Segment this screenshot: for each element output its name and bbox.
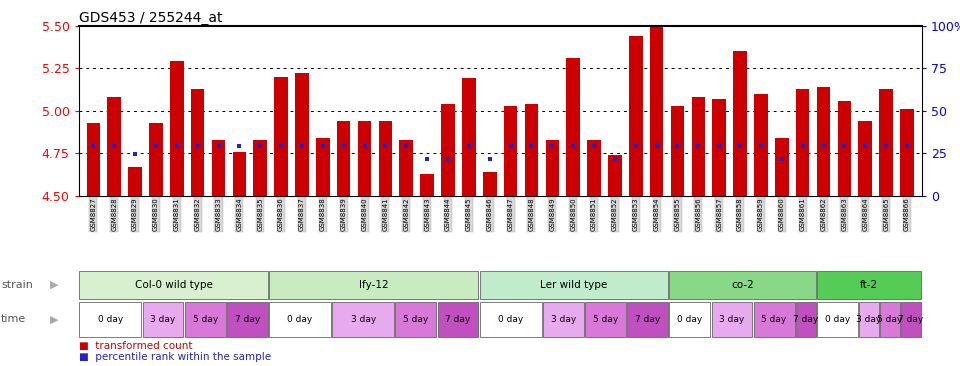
Text: 0 day: 0 day — [498, 315, 523, 324]
Bar — [858, 121, 872, 196]
Text: 7 day: 7 day — [899, 315, 924, 324]
Text: 3 day: 3 day — [350, 315, 375, 324]
Bar — [149, 123, 162, 196]
Bar — [358, 121, 372, 196]
Bar — [629, 36, 642, 196]
Bar — [399, 140, 413, 196]
Bar — [796, 302, 816, 337]
Bar — [143, 302, 183, 337]
Bar — [525, 104, 539, 196]
Bar — [838, 101, 852, 196]
Bar — [588, 140, 601, 196]
Text: ■  transformed count: ■ transformed count — [79, 341, 192, 351]
Bar — [669, 302, 710, 337]
Bar — [269, 270, 478, 299]
Text: time: time — [1, 314, 26, 324]
Bar — [480, 270, 668, 299]
Bar — [420, 174, 434, 196]
Bar — [480, 302, 541, 337]
Bar — [212, 140, 226, 196]
Text: 0 day: 0 day — [825, 315, 850, 324]
Bar — [80, 302, 141, 337]
Bar — [608, 155, 622, 196]
Bar — [650, 27, 663, 196]
Text: 5 day: 5 day — [193, 315, 218, 324]
Text: 5 day: 5 day — [761, 315, 787, 324]
Bar — [184, 302, 226, 337]
Bar — [585, 302, 626, 337]
Bar — [817, 87, 830, 196]
Bar — [253, 140, 267, 196]
Bar — [543, 302, 584, 337]
Bar — [378, 121, 393, 196]
Text: strain: strain — [1, 280, 33, 290]
Bar — [733, 51, 747, 196]
Bar — [691, 97, 706, 196]
Text: 5 day: 5 day — [877, 315, 902, 324]
Text: 0 day: 0 day — [287, 315, 313, 324]
Text: GDS453 / 255244_at: GDS453 / 255244_at — [79, 11, 222, 25]
Bar — [817, 270, 921, 299]
Text: 5 day: 5 day — [593, 315, 618, 324]
Bar — [504, 106, 517, 196]
Bar — [880, 302, 900, 337]
Text: 3 day: 3 day — [719, 315, 745, 324]
Text: 7 day: 7 day — [234, 315, 260, 324]
Text: 3 day: 3 day — [151, 315, 176, 324]
Text: 0 day: 0 day — [98, 315, 123, 324]
Bar — [86, 123, 100, 196]
Bar — [170, 61, 183, 196]
Bar — [232, 152, 246, 196]
Bar — [80, 270, 268, 299]
Bar — [796, 89, 809, 196]
Bar — [711, 302, 753, 337]
Bar — [269, 302, 331, 337]
Text: Col-0 wild type: Col-0 wild type — [134, 280, 212, 290]
Bar — [545, 140, 559, 196]
Bar — [901, 302, 921, 337]
Bar — [859, 302, 878, 337]
Bar — [627, 302, 668, 337]
Text: 3 day: 3 day — [551, 315, 576, 324]
Text: 5 day: 5 day — [403, 315, 428, 324]
Text: Ler wild type: Ler wild type — [540, 280, 608, 290]
Bar — [566, 58, 580, 196]
Bar — [295, 73, 309, 196]
Text: 7 day: 7 day — [793, 315, 818, 324]
Bar — [775, 138, 788, 196]
Bar — [191, 89, 204, 196]
Text: 3 day: 3 day — [856, 315, 881, 324]
Bar — [227, 302, 268, 337]
Bar — [462, 78, 475, 196]
Text: ft-2: ft-2 — [860, 280, 878, 290]
Bar — [275, 76, 288, 196]
Bar — [879, 89, 893, 196]
Bar — [669, 270, 816, 299]
Bar — [817, 302, 857, 337]
Bar — [316, 138, 329, 196]
Text: 7 day: 7 day — [445, 315, 470, 324]
Bar — [129, 167, 142, 196]
Bar — [483, 172, 496, 196]
Text: co-2: co-2 — [732, 280, 754, 290]
Bar — [712, 99, 726, 196]
Bar — [337, 121, 350, 196]
Text: ■  percentile rank within the sample: ■ percentile rank within the sample — [79, 352, 271, 362]
Bar — [671, 106, 684, 196]
Bar — [900, 109, 914, 196]
Bar — [754, 302, 795, 337]
Bar — [755, 94, 768, 196]
Bar — [442, 104, 455, 196]
Text: 0 day: 0 day — [677, 315, 703, 324]
Text: ▶: ▶ — [50, 280, 59, 290]
Text: 7 day: 7 day — [635, 315, 660, 324]
Bar — [108, 97, 121, 196]
Text: lfy-12: lfy-12 — [359, 280, 389, 290]
Bar — [332, 302, 395, 337]
Bar — [438, 302, 478, 337]
Bar — [396, 302, 436, 337]
Text: ▶: ▶ — [50, 314, 59, 324]
